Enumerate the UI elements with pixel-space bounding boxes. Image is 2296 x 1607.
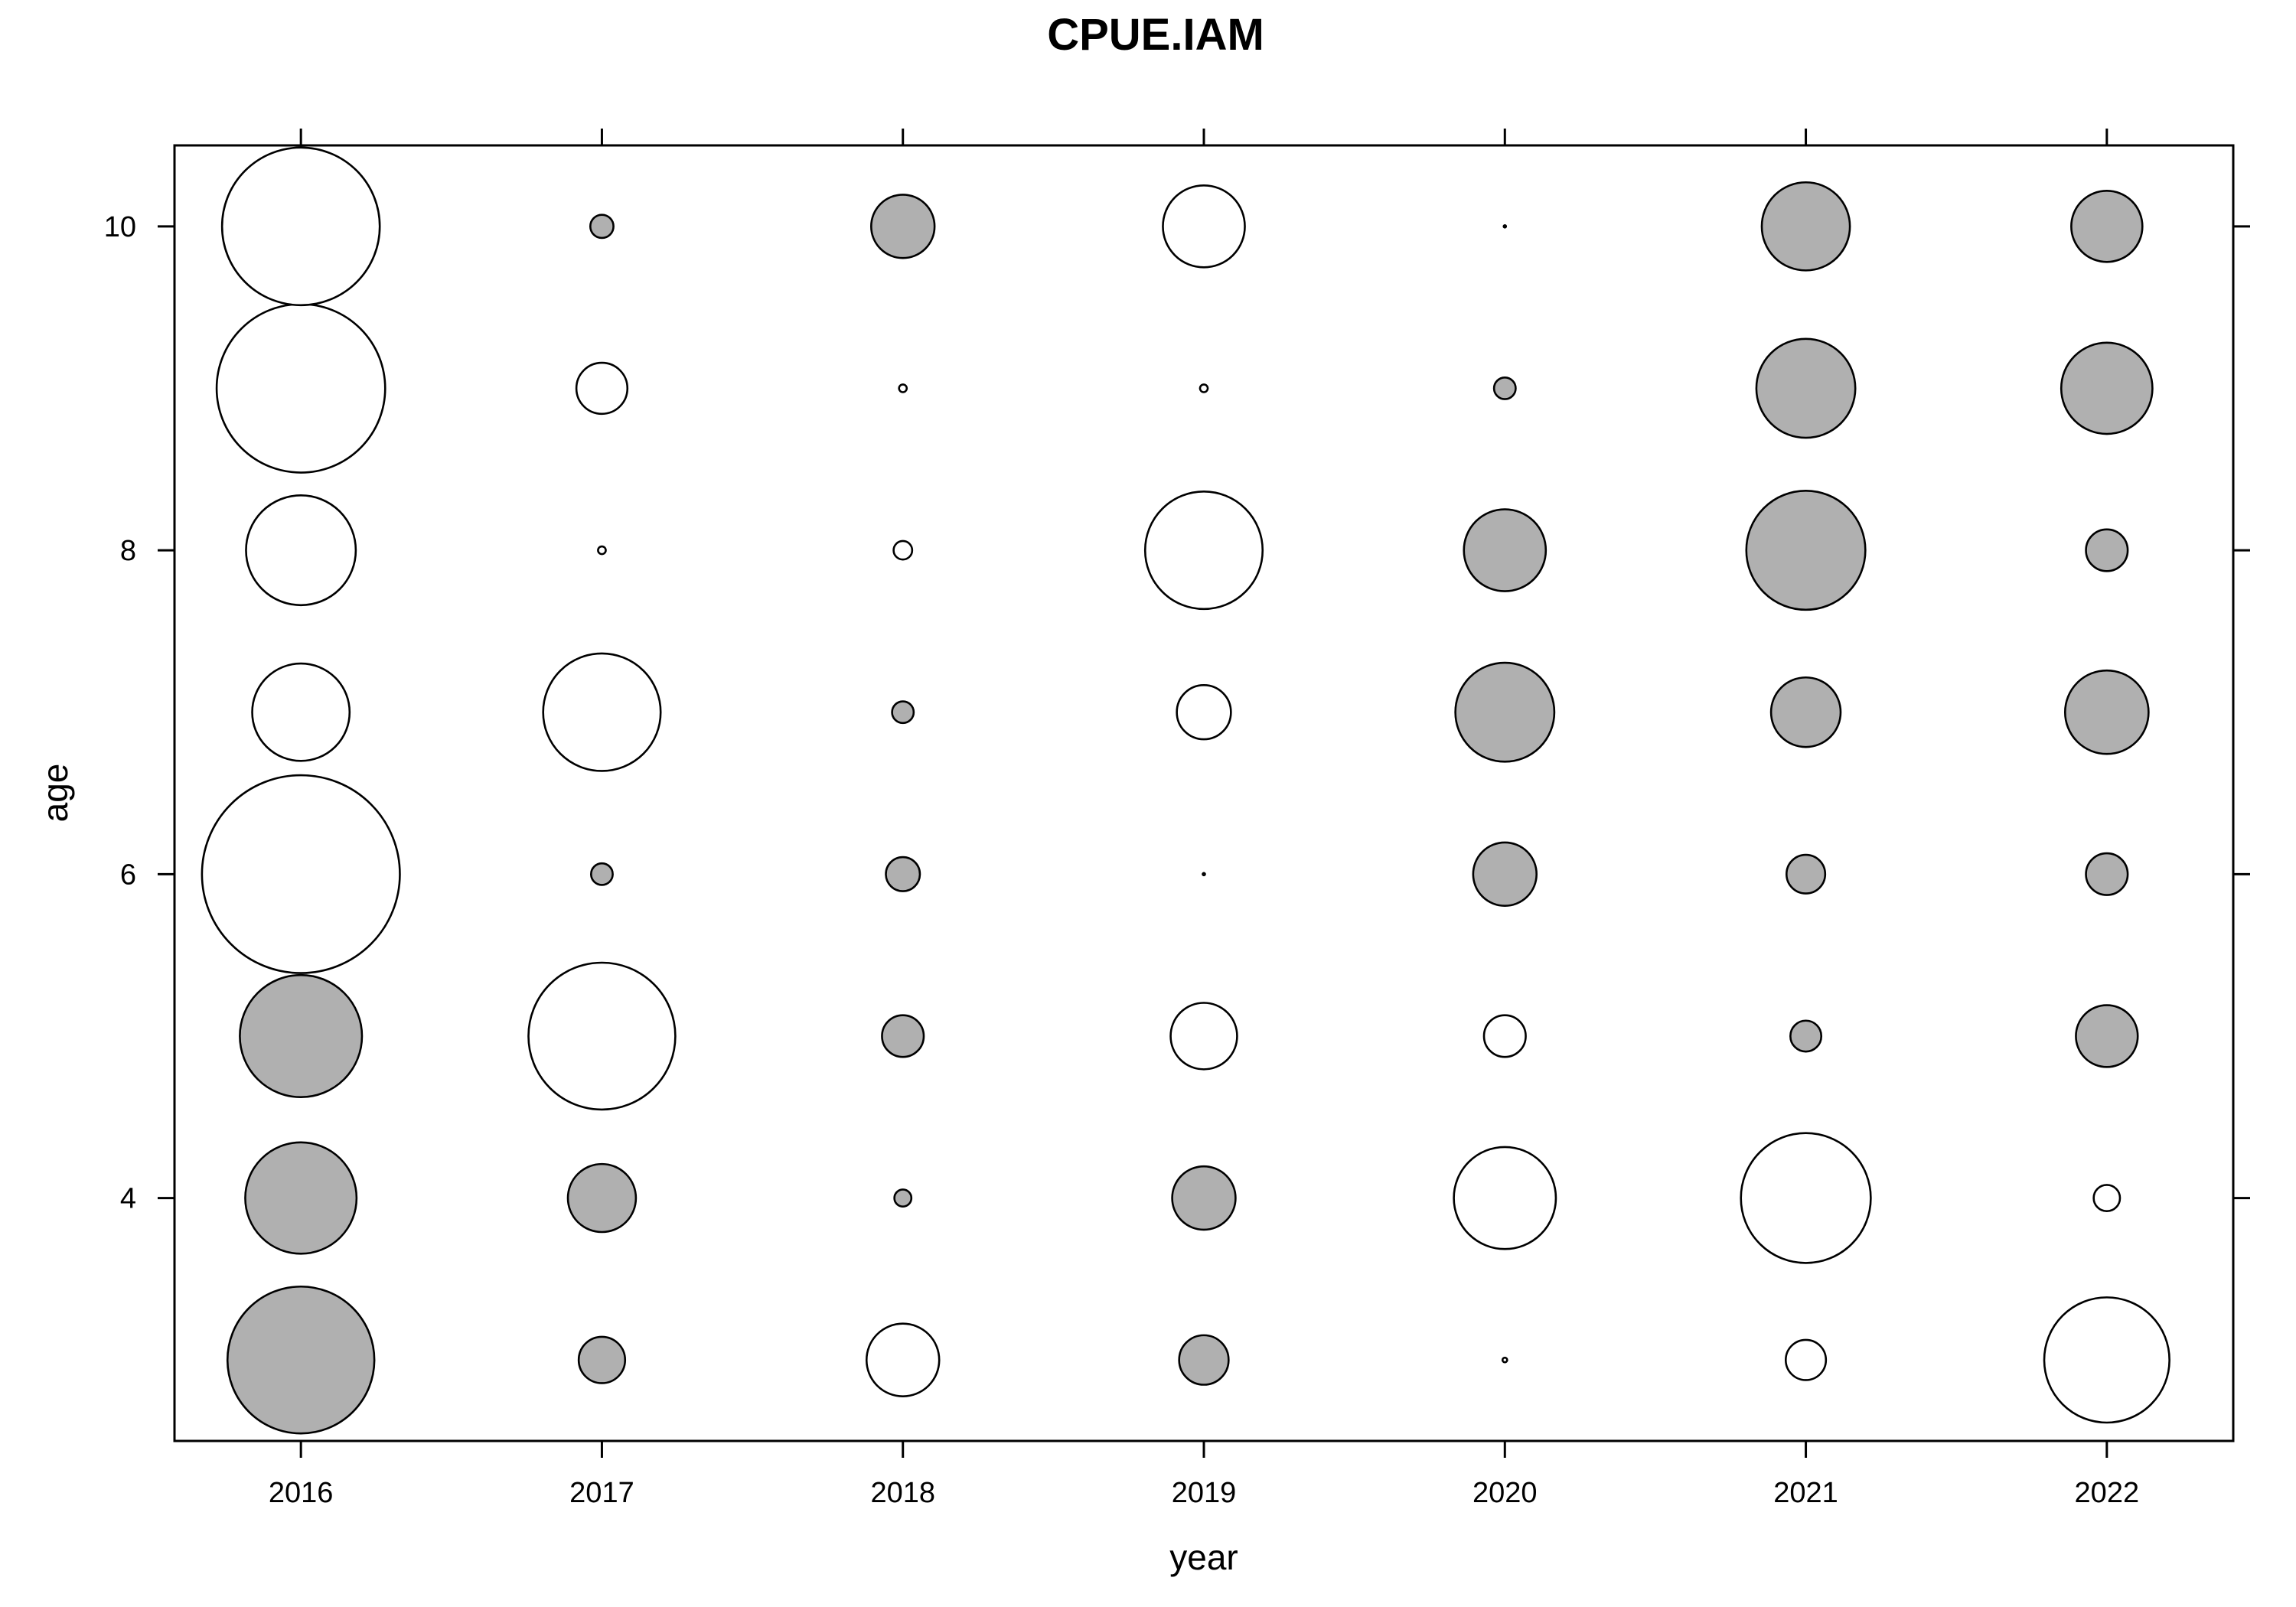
bubble-2022-age-4 bbox=[2092, 1184, 2122, 1213]
bubble-2017-age-8 bbox=[597, 545, 607, 556]
bubble-2022-age-10 bbox=[2070, 190, 2144, 263]
y-tick-label: 8 bbox=[120, 535, 136, 567]
bubble-2016-age-9 bbox=[215, 303, 386, 474]
bubble-2018-age-5 bbox=[881, 1014, 925, 1058]
x-tick-label: 2021 bbox=[1773, 1477, 1838, 1509]
x-axis-label: year bbox=[1169, 1537, 1238, 1577]
bubble-2021-age-8 bbox=[1745, 489, 1867, 611]
y-tick-label: 4 bbox=[120, 1183, 136, 1215]
bubble-2016-age-10 bbox=[220, 146, 381, 307]
bubble-2016-age-7 bbox=[251, 662, 351, 762]
bubble-2021-age-5 bbox=[1789, 1019, 1823, 1053]
bubble-2016-age-6 bbox=[201, 774, 401, 974]
bubble-2022-age-6 bbox=[2085, 852, 2129, 896]
bubble-2019-age-10 bbox=[1162, 184, 1246, 269]
y-tick-label: 10 bbox=[104, 211, 136, 243]
bubble-2022-age-9 bbox=[2060, 341, 2154, 435]
bubble-2021-age-3 bbox=[1784, 1338, 1828, 1381]
bubble-2020-age-10 bbox=[1502, 224, 1508, 229]
x-tick-label: 2017 bbox=[569, 1477, 634, 1509]
bubble-2019-age-9 bbox=[1199, 383, 1209, 393]
bubble-2021-age-6 bbox=[1785, 853, 1827, 895]
bubble-2017-age-4 bbox=[566, 1162, 638, 1234]
bubble-2020-age-4 bbox=[1453, 1146, 1557, 1250]
y-tick-label: 6 bbox=[120, 859, 136, 891]
bubble-2017-age-6 bbox=[590, 862, 614, 886]
bubble-2018-age-6 bbox=[885, 856, 921, 892]
bubble-2020-age-3 bbox=[1501, 1356, 1508, 1364]
bubble-2020-age-8 bbox=[1463, 508, 1548, 592]
bubble-2016-age-8 bbox=[245, 494, 357, 607]
y-axis-label: age bbox=[35, 764, 75, 823]
bubble-2020-age-6 bbox=[1472, 841, 1538, 908]
bubble-2018-age-9 bbox=[898, 383, 908, 393]
bubble-2017-age-7 bbox=[542, 652, 662, 772]
x-tick-label: 2016 bbox=[269, 1477, 334, 1509]
x-tick-label: 2022 bbox=[2075, 1477, 2140, 1509]
bubble-2018-age-8 bbox=[892, 539, 914, 561]
bubble-2019-age-7 bbox=[1176, 684, 1232, 741]
x-tick-label: 2019 bbox=[1172, 1477, 1237, 1509]
bubble-2019-age-5 bbox=[1169, 1002, 1238, 1071]
x-tick-label: 2020 bbox=[1473, 1477, 1538, 1509]
bubble-2017-age-3 bbox=[577, 1335, 627, 1384]
bubble-2016-age-4 bbox=[244, 1141, 358, 1255]
bubble-2018-age-10 bbox=[870, 194, 936, 259]
bubble-2019-age-4 bbox=[1171, 1165, 1237, 1231]
bubble-2020-age-5 bbox=[1482, 1014, 1527, 1058]
bubble-2022-age-5 bbox=[2075, 1004, 2139, 1068]
bubble-2021-age-7 bbox=[1769, 676, 1842, 748]
bubble-2022-age-3 bbox=[2043, 1296, 2170, 1424]
bubble-2019-age-8 bbox=[1143, 491, 1264, 611]
bubble-2020-age-7 bbox=[1454, 661, 1556, 763]
bubble-2017-age-10 bbox=[589, 214, 615, 240]
bubble-2022-age-8 bbox=[2085, 528, 2129, 572]
bubble-2018-age-4 bbox=[893, 1188, 913, 1208]
bubble-2021-age-9 bbox=[1755, 337, 1857, 439]
x-tick-label: 2018 bbox=[870, 1477, 935, 1509]
bubble-2022-age-7 bbox=[2063, 669, 2150, 755]
bubble-2021-age-10 bbox=[1760, 181, 1851, 272]
bubble-2019-age-6 bbox=[1202, 872, 1206, 877]
y-axis-ticks: 4 6 8 10 bbox=[104, 211, 2250, 1215]
bubbles-layer bbox=[201, 146, 2170, 1435]
bubble-2017-age-5 bbox=[527, 961, 677, 1111]
plot-frame bbox=[173, 144, 2235, 1442]
bubble-2016-age-3 bbox=[226, 1285, 376, 1435]
bubble-2019-age-3 bbox=[1178, 1334, 1230, 1386]
bubble-2021-age-4 bbox=[1740, 1132, 1872, 1264]
chart-title: CPUE.IAM bbox=[1047, 10, 1264, 60]
bubble-2018-age-3 bbox=[865, 1322, 941, 1397]
bubble-2016-age-5 bbox=[239, 973, 364, 1099]
bubble-2017-age-9 bbox=[575, 361, 629, 416]
bubble-2020-age-9 bbox=[1492, 376, 1517, 400]
x-axis-ticks: 2016 2017 2018 2019 2020 2021 2022 bbox=[269, 129, 2139, 1509]
bubble-2018-age-7 bbox=[891, 700, 915, 725]
